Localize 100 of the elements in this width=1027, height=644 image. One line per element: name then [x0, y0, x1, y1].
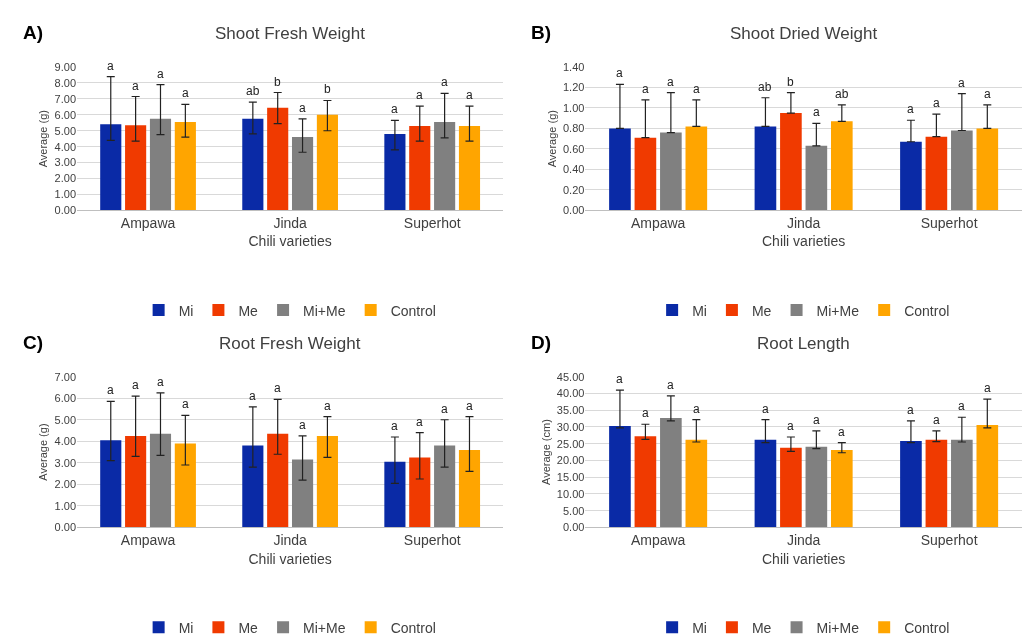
annotation: a — [667, 75, 674, 89]
annotation: a — [907, 102, 914, 116]
bar — [634, 436, 657, 528]
text: B) — [531, 22, 552, 43]
annotation: a — [958, 76, 965, 90]
annotation: a — [984, 381, 991, 395]
x-tick-label: Superhot — [403, 532, 461, 549]
y-tick-label: 1.20 — [562, 81, 585, 94]
legend-label: Control — [904, 302, 950, 319]
bar — [976, 424, 999, 528]
x-tick-label: Ampawa — [120, 532, 176, 549]
text: D) — [531, 332, 552, 353]
annotation: a — [157, 67, 164, 81]
annotation: a — [107, 383, 114, 397]
bar — [292, 137, 314, 211]
annotation: a — [466, 399, 473, 413]
x-tick-label: Jinda — [786, 532, 821, 549]
bar — [149, 433, 172, 528]
bar — [925, 439, 948, 528]
bar — [409, 457, 431, 528]
annotation: a — [693, 402, 700, 416]
bar — [125, 435, 147, 528]
x-axis-title: Chili varieties — [762, 233, 846, 250]
bar — [780, 447, 802, 528]
y-axis-title: Average (g) — [37, 110, 50, 168]
y-tick-label: 1.00 — [562, 101, 585, 114]
annotation: a — [249, 389, 256, 403]
y-tick-label: 35.00 — [556, 404, 585, 417]
y-tick-label: 4.00 — [54, 435, 77, 448]
bar — [685, 439, 708, 528]
legend-label: Me — [751, 302, 772, 319]
legend-label: Mi+Me — [816, 302, 860, 319]
x-tick-label: Ampawa — [630, 215, 686, 232]
x-axis-title: Chili varieties — [762, 550, 846, 567]
y-tick-label: 2.00 — [54, 172, 77, 185]
x-tick-label: Ampawa — [630, 532, 686, 549]
x-axis-title: Chili varieties — [248, 233, 332, 250]
bar — [267, 433, 289, 528]
y-tick-label: 10.00 — [556, 487, 585, 500]
bar — [149, 118, 172, 211]
annotation: a — [642, 82, 649, 96]
bar — [754, 126, 777, 211]
legend-label: Mi — [178, 302, 194, 319]
annotation: ab — [246, 84, 260, 98]
x-tick-label: Jinda — [786, 215, 821, 232]
y-tick-label: 5.00 — [54, 124, 77, 137]
y-tick-label: 45.00 — [556, 370, 585, 383]
annotation: a — [274, 381, 281, 395]
y-tick-label: 5.00 — [54, 413, 77, 426]
annotation: a — [299, 101, 306, 115]
bar — [292, 459, 314, 528]
x-tick-label: Jinda — [273, 215, 308, 232]
bar — [976, 128, 999, 211]
annotation: a — [391, 419, 398, 433]
annotation: a — [132, 79, 139, 93]
y-tick-label: 4.00 — [54, 140, 77, 153]
y-tick-label: 25.00 — [556, 437, 585, 450]
x-tick-label: Ampawa — [120, 215, 176, 232]
annotation: a — [182, 397, 189, 411]
text: A) — [23, 22, 44, 43]
annotation: a — [667, 378, 674, 392]
y-tick-label: 1.40 — [562, 60, 585, 73]
y-tick-label: 0.60 — [562, 142, 585, 155]
bar — [458, 449, 481, 528]
annotation: a — [813, 105, 820, 119]
y-tick-label: 7.00 — [54, 370, 77, 383]
bar — [805, 145, 828, 211]
chart-title: Shoot Fresh Weight — [215, 24, 366, 43]
bar — [831, 450, 853, 528]
bar — [951, 439, 973, 528]
legend-label: Mi — [692, 302, 707, 319]
legend-label: Mi+Me — [816, 619, 860, 636]
bar — [951, 130, 973, 211]
legend-label: Control — [390, 302, 436, 319]
y-tick-label: 5.00 — [562, 504, 585, 517]
bar — [267, 107, 289, 211]
y-tick-label: 0.40 — [562, 163, 585, 176]
annotation: a — [616, 372, 623, 386]
annotation: a — [787, 419, 794, 433]
y-tick-label: 1.00 — [54, 499, 77, 512]
legend-label: Me — [751, 619, 772, 636]
y-tick-label: 6.00 — [54, 108, 77, 121]
annotation: a — [299, 418, 306, 432]
bar — [316, 114, 338, 211]
annotation: a — [441, 75, 448, 89]
bar — [780, 113, 802, 211]
y-tick-label: 40.00 — [556, 387, 585, 400]
x-tick-label: Superhot — [920, 532, 978, 549]
annotation: a — [416, 415, 423, 429]
y-axis-title: Average (cm) — [539, 419, 552, 485]
annotation: a — [933, 96, 940, 110]
bar — [831, 121, 853, 211]
annotation: b — [787, 75, 794, 89]
y-tick-label: 9.00 — [54, 60, 77, 73]
chart-title: Root Fresh Weight — [219, 334, 361, 353]
y-tick-label: 2.00 — [54, 478, 77, 491]
bar — [434, 121, 456, 211]
legend-label: Me — [238, 302, 259, 319]
annotation: a — [324, 399, 331, 413]
bar — [174, 121, 196, 211]
